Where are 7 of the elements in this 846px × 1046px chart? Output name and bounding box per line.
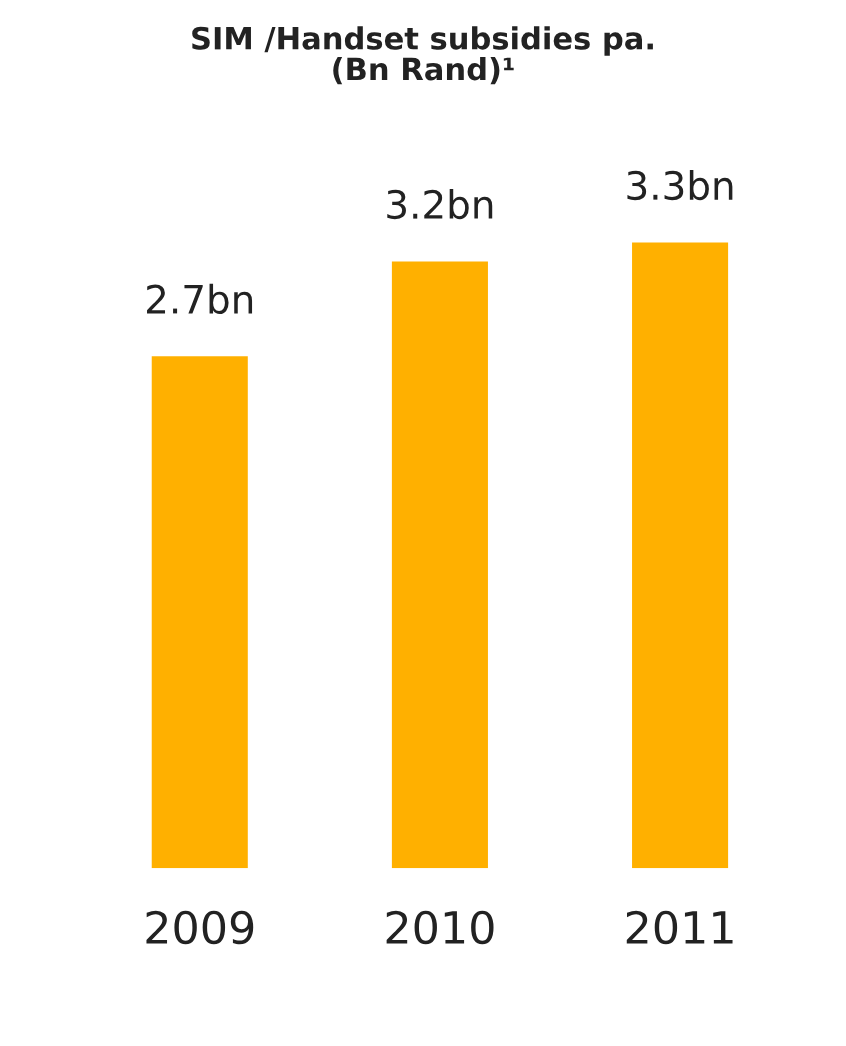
- chart-title: SIM /Handset subsidies pa. (Bn Rand)¹: [192, 26, 653, 85]
- data-label: 3.2bn: [387, 189, 493, 220]
- x-tick-label: 2010: [386, 910, 494, 945]
- x-tick-label: 2011: [626, 910, 733, 945]
- data-label: 2.7bn: [147, 283, 253, 314]
- data-label: 3.3bn: [627, 170, 733, 201]
- x-tick-label: 2009: [146, 910, 254, 945]
